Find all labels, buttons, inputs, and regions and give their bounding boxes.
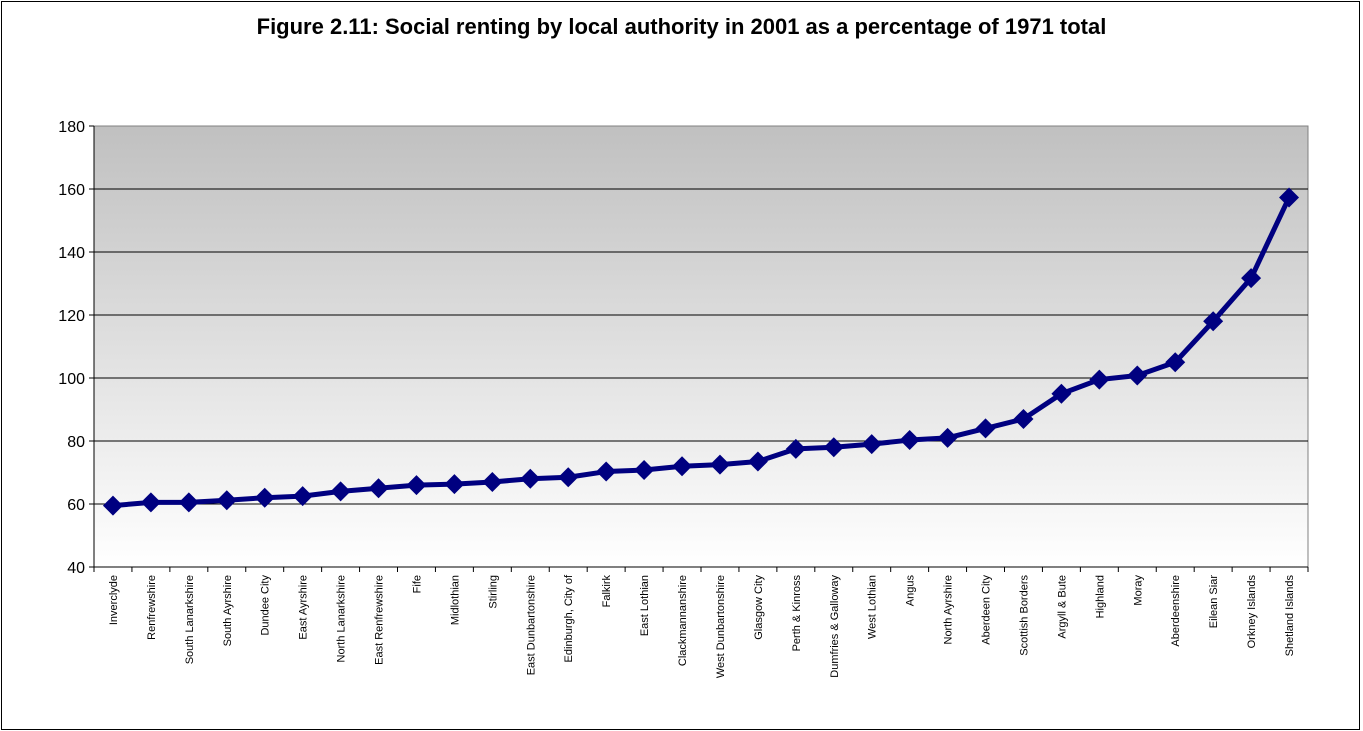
x-tick-label: Aberdeenshire — [1170, 575, 1182, 647]
data-point — [1241, 268, 1262, 289]
x-tick-label: Orkney Islands — [1246, 575, 1258, 649]
x-tick-label: East Ayrshire — [298, 575, 310, 640]
x-tick-label: Scottish Borders — [1018, 575, 1030, 656]
data-point — [634, 459, 655, 480]
data-point — [596, 461, 617, 482]
data-point — [330, 481, 351, 502]
data-point — [823, 437, 844, 458]
y-tick-label: 140 — [58, 245, 85, 262]
x-tick-label: Angus — [905, 575, 917, 607]
x-tick-label: Eilean Siar — [1208, 575, 1220, 629]
x-tick-label: Highland — [1094, 575, 1106, 618]
data-point — [482, 471, 503, 492]
data-point — [558, 467, 579, 488]
x-tick-label: East Lothian — [639, 575, 651, 636]
x-tick-label: East Renfrewshire — [374, 575, 386, 665]
plot-area — [93, 125, 1309, 568]
y-tick-label: 160 — [58, 182, 85, 199]
data-point — [178, 492, 199, 513]
data-point — [1127, 365, 1148, 386]
data-point — [975, 418, 996, 439]
x-tick-label: Perth & Kinross — [791, 575, 803, 652]
data-point — [1279, 187, 1300, 208]
x-tick-label: Dundee City — [260, 575, 272, 636]
x-tick-label: South Lanarkshire — [184, 575, 196, 664]
x-tick-label: Fife — [411, 575, 423, 593]
y-tick-label: 40 — [67, 560, 85, 577]
data-point — [747, 451, 768, 472]
data-point — [254, 487, 275, 508]
x-tick-label: Shetland Islands — [1284, 575, 1296, 657]
y-tick-label: 100 — [58, 371, 85, 388]
y-tick-label: 180 — [58, 119, 85, 136]
x-tick-label: Argyll & Bute — [1056, 575, 1068, 639]
x-tick-label: Dumfries & Galloway — [829, 575, 841, 678]
data-point — [216, 490, 237, 511]
x-tick-label: Glasgow City — [753, 575, 765, 640]
x-tick-label: Stirling — [487, 575, 499, 609]
x-tick-label: Edinburgh, City of — [563, 574, 575, 662]
data-point — [102, 495, 123, 516]
y-tick-label: 60 — [67, 497, 85, 514]
data-point — [899, 430, 920, 451]
data-point — [368, 478, 389, 499]
data-point — [1203, 311, 1224, 332]
x-tick-label: South Ayrshire — [222, 575, 234, 646]
data-point — [1013, 408, 1034, 429]
x-tick-label: Inverclyde — [108, 575, 120, 625]
data-point — [672, 456, 693, 477]
y-tick-label: 120 — [58, 308, 85, 325]
data-point — [292, 486, 313, 507]
data-point — [937, 427, 958, 448]
x-tick-label: Renfrewshire — [146, 575, 158, 640]
data-point — [1089, 369, 1110, 390]
x-tick-label: North Ayrshire — [943, 575, 955, 645]
x-tick-label: Moray — [1132, 575, 1144, 606]
y-tick-label: 80 — [67, 434, 85, 451]
data-point — [709, 454, 730, 475]
x-tick-label: East Dunbartonshire — [525, 575, 537, 675]
x-tick-label: Falkirk — [601, 575, 613, 608]
data-point — [861, 434, 882, 455]
data-point — [1051, 383, 1072, 404]
data-point — [406, 475, 427, 496]
data-point — [444, 474, 465, 495]
x-tick-label: Clackmannanshire — [677, 575, 689, 666]
data-point — [1165, 352, 1186, 373]
x-tick-label: North Lanarkshire — [336, 575, 348, 662]
data-point — [140, 492, 161, 513]
data-point — [785, 438, 806, 459]
data-point — [520, 468, 541, 489]
x-tick-label: Midlothian — [449, 575, 461, 625]
x-tick-label: Aberdeen City — [981, 575, 993, 645]
x-tick-label: West Dunbartonshire — [715, 575, 727, 678]
chart-title: Figure 2.11: Social renting by local aut… — [256, 14, 1107, 39]
x-tick-label: West Lothian — [867, 575, 879, 639]
